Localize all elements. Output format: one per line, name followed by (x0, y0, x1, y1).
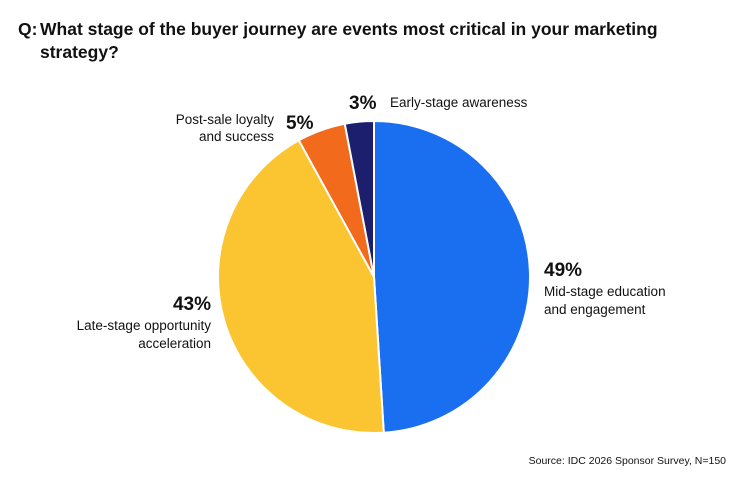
pie-slice (217, 139, 385, 434)
question-text: What stage of the buyer journey are even… (40, 19, 658, 62)
question-prefix: Q: (18, 19, 38, 39)
slice-label: Late-stage opportunity (77, 318, 212, 333)
slice-percent: 43% (173, 294, 211, 315)
slice-label: Early-stage awareness (390, 95, 528, 110)
slice-label: and success (199, 129, 274, 144)
chart-question: Q: What stage of the buyer journey are e… (18, 18, 718, 64)
slice-label: and engagement (544, 302, 646, 317)
pie-slice (343, 120, 375, 278)
pie-slice (373, 120, 531, 434)
slice-percent: 3% (349, 93, 377, 114)
source-note: Source: IDC 2026 Sponsor Survey, N=150 (528, 455, 726, 467)
slice-percent: 5% (286, 113, 314, 134)
slice-percent: 49% (544, 260, 582, 281)
slice-label: Mid-stage education (544, 284, 666, 299)
slice-label: Post-sale loyalty (176, 112, 275, 127)
slice-label: acceleration (138, 336, 211, 351)
